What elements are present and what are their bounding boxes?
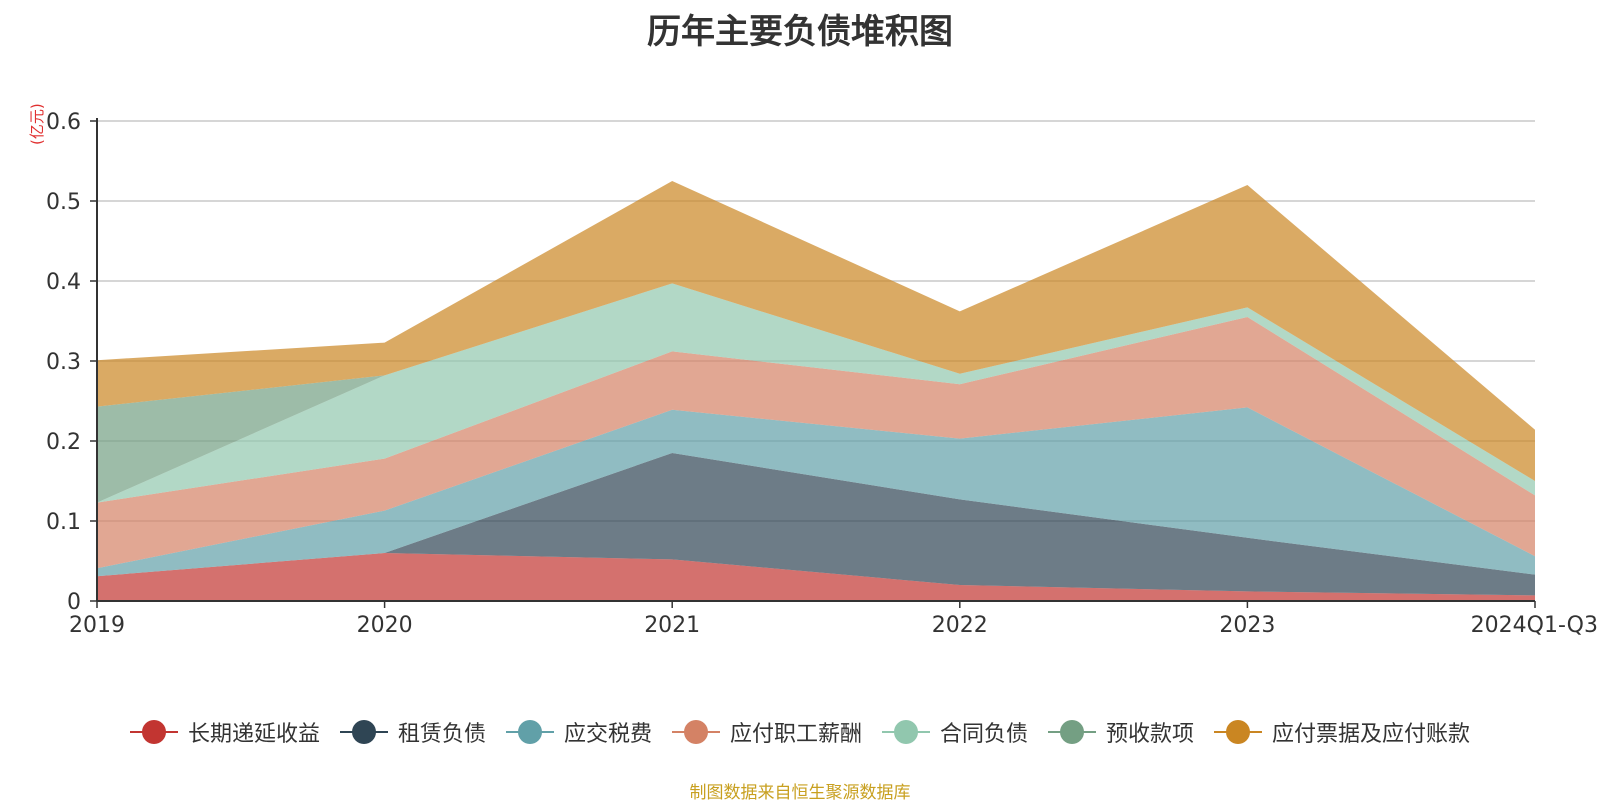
y-axis-ticks: 0 0.1 0.2 0.3 0.4 0.5 0.6 (46, 110, 97, 615)
legend-label: 合同负债 (940, 722, 1029, 747)
legend-item-6[interactable]: 应付票据及应付账款 (1214, 716, 1470, 748)
area-series-1[interactable] (97, 453, 1535, 596)
x-tick-label: 2020 (357, 613, 413, 638)
legend: 长期递延收益 租赁负债 应交税费 应付职工薪酬 合同负债 预收款项 应付票据及应付账款 (0, 716, 1600, 748)
legend-label: 长期递延收益 (187, 722, 320, 747)
area-series-0[interactable] (97, 553, 1535, 601)
legend-marker-icon (129, 719, 178, 745)
legend-marker-icon (671, 719, 720, 745)
legend-label: 应付票据及应付账款 (1272, 722, 1471, 747)
x-tick-label: 2023 (1219, 613, 1275, 638)
area-series-2[interactable] (97, 407, 1535, 577)
legend-item-2[interactable]: 应交税费 (505, 716, 652, 748)
legend-item-3[interactable]: 应付职工薪酬 (671, 716, 862, 748)
legend-item-1[interactable]: 租赁负债 (339, 716, 486, 748)
y-tick-label: 0.3 (46, 350, 81, 375)
y-tick-label: 0.6 (46, 110, 81, 135)
x-tick-label: 2019 (69, 613, 125, 638)
legend-item-0[interactable]: 长期递延收益 (129, 716, 320, 748)
legend-label: 应交税费 (563, 722, 652, 747)
area-series-6[interactable] (97, 181, 1535, 481)
x-tick-label: 2024Q1-Q3 (1471, 613, 1598, 638)
legend-marker-icon (1048, 719, 1097, 745)
legend-marker-icon (339, 719, 388, 745)
x-tick-label: 2022 (932, 613, 988, 638)
legend-item-4[interactable]: 合同负债 (882, 716, 1028, 748)
legend-label: 租赁负债 (397, 722, 486, 747)
x-axis-ticks: 2019 2020 2021 2022 2023 2024Q1-Q3 (69, 601, 1598, 638)
legend-marker-icon (505, 719, 554, 745)
legend-marker-icon (1214, 719, 1263, 745)
legend-item-5[interactable]: 预收款项 (1048, 716, 1194, 748)
legend-label: 预收款项 (1106, 722, 1195, 747)
x-tick-label: 2021 (644, 613, 700, 638)
chart-title: 历年主要负债堆积图 (647, 12, 953, 52)
y-tick-label: 0.4 (46, 270, 81, 295)
stacked-areas (97, 181, 1535, 601)
y-tick-label: 0.5 (46, 190, 81, 215)
area-series-4[interactable] (97, 283, 1535, 503)
legend-label: 应付职工薪酬 (729, 722, 862, 747)
y-tick-label: 0.2 (46, 430, 81, 455)
source-note: 制图数据来自恒生聚源数据库 (689, 783, 911, 803)
legend-marker-icon (882, 719, 930, 745)
y-tick-label: 0.1 (46, 510, 81, 535)
area-series-3[interactable] (97, 317, 1535, 569)
y-tick-label: 0 (67, 590, 81, 615)
